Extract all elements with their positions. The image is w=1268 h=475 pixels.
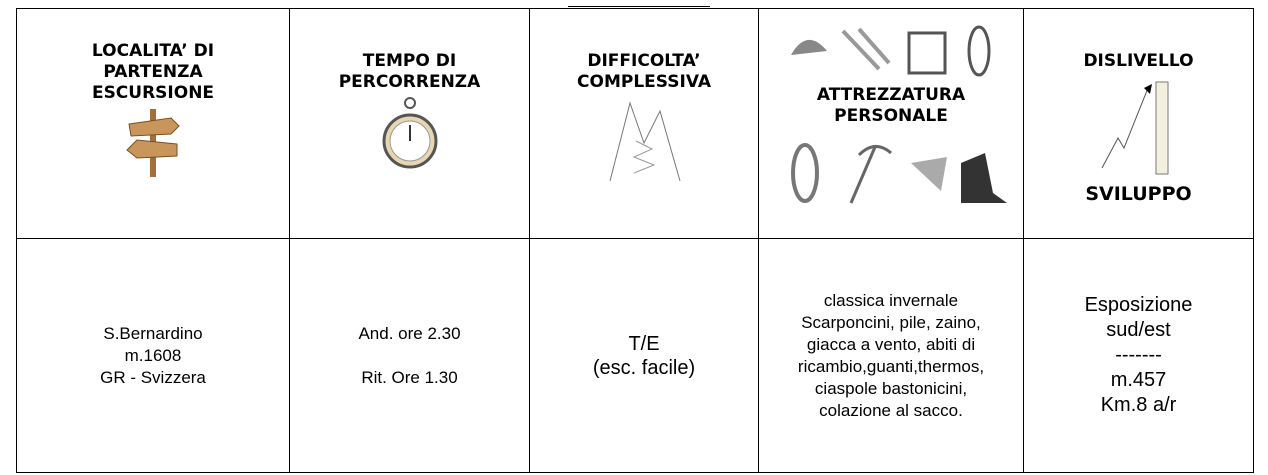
header-cell: DIFFICOLTA’ COMPLESSIVA: [529, 8, 759, 239]
header-line: TEMPO DI: [362, 51, 457, 71]
cell-line: -------: [1115, 344, 1162, 366]
cell-line: And. ore 2.30: [358, 323, 461, 343]
cell-line: m.457: [1110, 369, 1167, 391]
cell-line: (esc. facile): [592, 356, 696, 379]
header-row: LOCALITA’ DI PARTENZA ESCURSIONE TEMPO D…: [16, 8, 1254, 239]
cell: Esposizione sud/est ------- m.457 Km.8 a…: [1023, 238, 1254, 473]
cell-line: Esposizione: [1084, 294, 1193, 316]
gear-icons-top: [791, 25, 991, 77]
stopwatch-icon: [382, 97, 437, 169]
cell-line: colazione al sacco.: [819, 400, 963, 420]
cell: classica invernale Scarponcini, pile, za…: [758, 238, 1024, 473]
header-cell: DISLIVELLO SVILUPPO: [1023, 8, 1254, 239]
cell-line: m.1608: [124, 345, 182, 365]
cell-line: Scarponcini, pile, zaino,: [801, 312, 981, 332]
cell: S.Bernardino m.1608 GR - Svizzera: [16, 238, 290, 473]
header-line: LOCALITA’ DI: [91, 41, 215, 61]
excursion-table: LOCALITA’ DI PARTENZA ESCURSIONE TEMPO D…: [16, 8, 1254, 473]
cell: T/E (esc. facile): [529, 238, 759, 473]
header-cell: TEMPO DI PERCORRENZA: [289, 8, 530, 239]
cell-line: T/E: [628, 332, 660, 355]
header-line: COMPLESSIVA: [577, 72, 711, 92]
header-line: ATTREZZATURA: [816, 85, 966, 105]
cell-line: classica invernale: [823, 290, 959, 310]
header-line: SVILUPPO: [1085, 183, 1192, 205]
body-row: S.Bernardino m.1608 GR - Svizzera And. o…: [16, 238, 1254, 473]
cell-line: ricambio,guanti,thermos,: [797, 356, 985, 376]
elevation-icon: [1101, 81, 1168, 175]
header-line: PERCORRENZA: [338, 72, 481, 92]
header-line: ESCURSIONE: [91, 83, 215, 103]
cell-line: GR - Svizzera: [100, 367, 206, 387]
mountain-icon: [609, 101, 681, 182]
header-line: PERSONALE: [834, 106, 948, 126]
cell-line: ciaspole bastonicini,: [814, 378, 968, 398]
header-cell: ATTREZZATURA PERSONALE: [758, 8, 1024, 239]
cell-line: sud/est: [1106, 319, 1171, 341]
cell-line: Km.8 a/r: [1100, 394, 1177, 416]
cell-line: Rit. Ore 1.30: [361, 367, 458, 387]
cell-line: giacca a vento, abiti di: [806, 334, 976, 354]
signpost-icon: [126, 109, 180, 177]
top-rule: [568, 6, 710, 7]
cell-line: S.Bernardino: [103, 323, 203, 343]
header-cell: LOCALITA’ DI PARTENZA ESCURSIONE: [16, 8, 290, 239]
header-line: PARTENZA: [103, 62, 203, 82]
gear-icons-bottom: [791, 143, 1007, 204]
header-line: DIFFICOLTA’: [587, 51, 701, 71]
header-line: DISLIVELLO: [1083, 51, 1194, 71]
cell: And. ore 2.30 Rit. Ore 1.30: [289, 238, 530, 473]
